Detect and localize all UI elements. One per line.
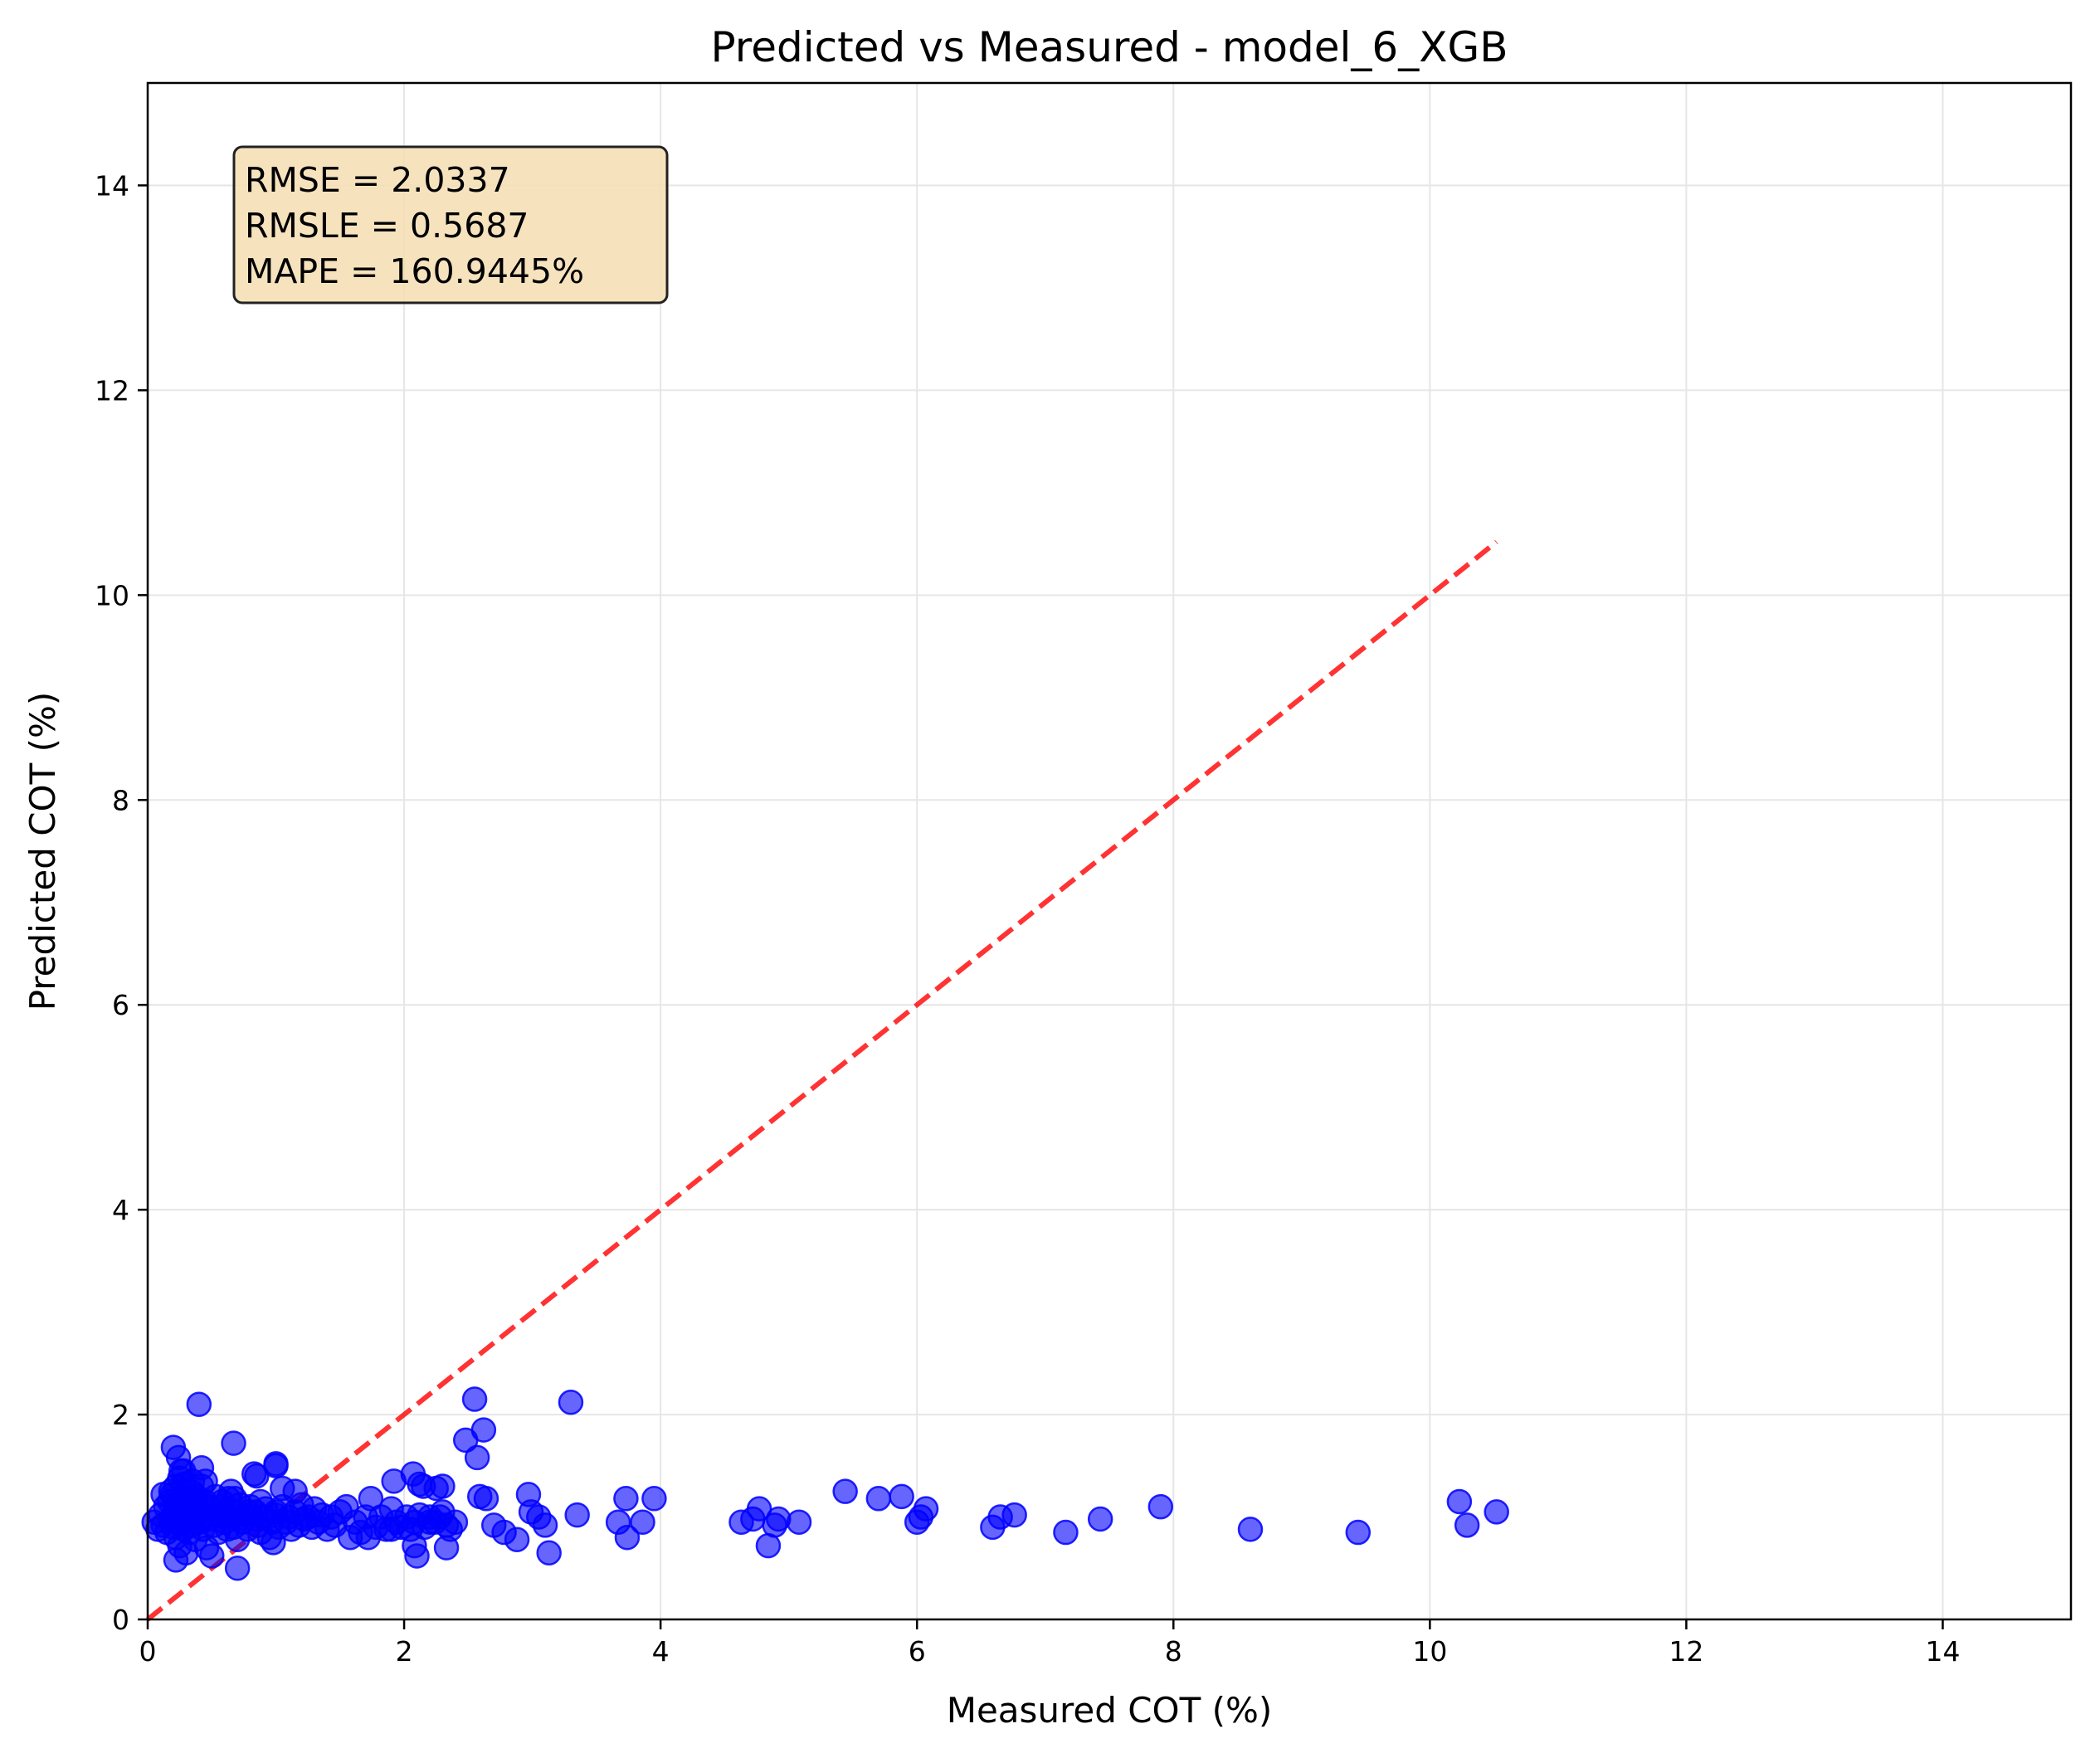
data-point (163, 1492, 189, 1517)
y-tick-label: 8 (112, 784, 129, 816)
data-point (1053, 1519, 1079, 1546)
x-tick-label: 12 (1669, 1635, 1703, 1668)
chart-title: Predicted vs Measured - model_6_XGB (710, 23, 1508, 71)
reference-line-layer (146, 539, 1498, 1622)
data-point (470, 1417, 497, 1443)
stats-rmsle: RMSLE = 0.5687 (245, 206, 529, 246)
data-point (263, 1451, 289, 1477)
x-tick-label: 10 (1412, 1635, 1447, 1668)
data-point (766, 1506, 792, 1532)
data-point (186, 1391, 212, 1417)
data-point (558, 1390, 584, 1415)
stats-mape: MAPE = 160.9445% (245, 251, 584, 291)
data-point (442, 1509, 469, 1535)
stats-box-background (232, 145, 669, 304)
data-point (263, 1499, 289, 1525)
x-tick-label: 8 (1165, 1635, 1182, 1668)
x-tick-label: 2 (396, 1635, 413, 1668)
data-point (417, 1509, 443, 1535)
data-point (746, 1496, 772, 1522)
data-point (1087, 1506, 1113, 1532)
data-point (504, 1527, 530, 1552)
x-tick-label: 0 (139, 1635, 157, 1668)
data-point (464, 1444, 490, 1471)
data-point (630, 1509, 655, 1535)
y-tick-label: 4 (112, 1194, 129, 1226)
data-point (532, 1512, 558, 1538)
data-point (913, 1496, 939, 1522)
data-point (613, 1486, 639, 1512)
y-axis-label: Predicted COT (%) (22, 692, 63, 1011)
data-point (865, 1486, 892, 1512)
data-point (614, 1524, 641, 1551)
y-tick-label: 0 (112, 1604, 129, 1636)
data-point (641, 1486, 667, 1512)
data-point (461, 1386, 488, 1412)
x-tick-label: 14 (1925, 1635, 1960, 1668)
axis-ticks: 0 2 4 6 8 10 12 14 0 2 4 6 8 10 12 14 (95, 169, 1960, 1668)
data-point (261, 1530, 286, 1556)
data-point (199, 1543, 225, 1569)
data-point (473, 1486, 499, 1512)
data-point (430, 1473, 456, 1499)
y-tick-label: 2 (112, 1399, 129, 1431)
grid-lines (147, 83, 2071, 1620)
data-point (212, 1504, 237, 1530)
y-tick-label: 10 (95, 579, 129, 611)
reference-line (146, 539, 1498, 1622)
y-tick-label: 14 (95, 169, 129, 202)
x-tick-label: 4 (652, 1635, 670, 1668)
data-point (378, 1517, 404, 1542)
data-point (1345, 1519, 1372, 1546)
stats-box: RMSE = 2.0337 RMSLE = 0.5687 MAPE = 160.… (232, 145, 669, 304)
data-point (786, 1509, 812, 1535)
data-point (1237, 1517, 1264, 1542)
data-point (282, 1478, 308, 1504)
data-point (221, 1430, 246, 1456)
data-point (536, 1540, 562, 1566)
stats-rmse: RMSE = 2.0337 (245, 160, 510, 200)
data-point (889, 1483, 914, 1510)
data-point (1484, 1499, 1509, 1525)
data-points (141, 1386, 1509, 1581)
data-point (832, 1478, 858, 1504)
x-axis-label: Measured COT (%) (947, 1690, 1273, 1731)
data-point (1454, 1512, 1480, 1538)
y-tick-label: 12 (95, 374, 129, 407)
data-point (564, 1502, 590, 1528)
x-tick-label: 6 (909, 1635, 926, 1668)
data-point (224, 1556, 251, 1581)
data-point (241, 1461, 267, 1487)
data-point (1001, 1502, 1027, 1528)
data-point (355, 1524, 382, 1551)
data-point (1147, 1493, 1174, 1520)
y-tick-label: 6 (112, 989, 129, 1021)
data-point (192, 1468, 218, 1494)
data-point (1446, 1488, 1473, 1515)
data-point (404, 1543, 430, 1569)
plot-frame (146, 81, 2073, 1621)
data-point (433, 1535, 460, 1561)
data-point (173, 1540, 199, 1566)
